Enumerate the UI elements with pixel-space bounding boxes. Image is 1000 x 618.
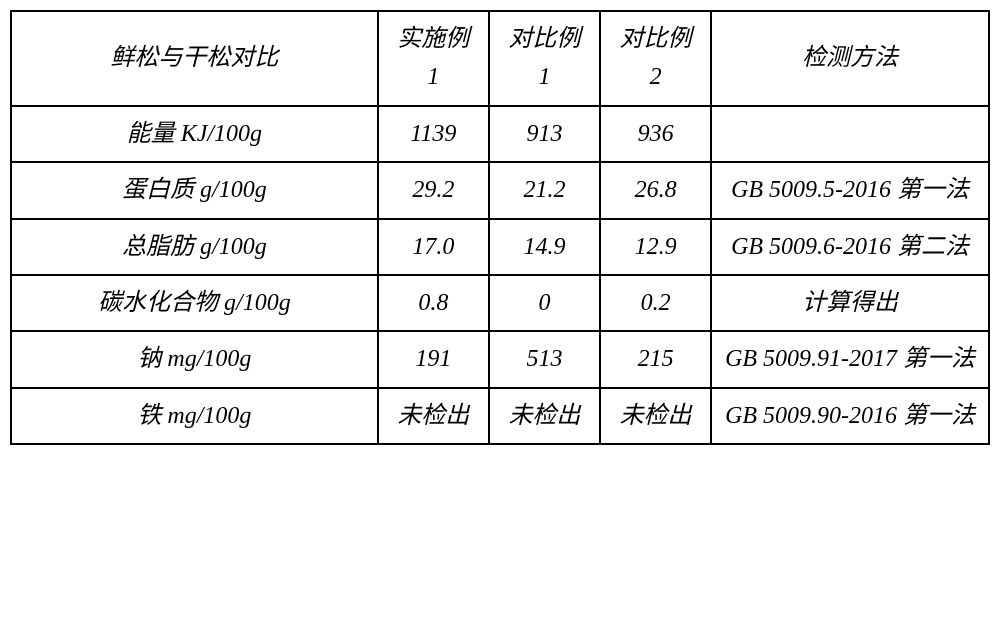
row-value: 17.0 xyxy=(378,219,489,275)
row-value: 936 xyxy=(600,106,711,162)
row-value: 29.2 xyxy=(378,162,489,218)
header-method: 检测方法 xyxy=(711,11,989,106)
row-method xyxy=(711,106,989,162)
row-label: 钠 mg/100g xyxy=(11,331,378,387)
comparison-table: 鲜松与干松对比 实施例1 对比例1 对比例2 检测方法 能量 KJ/100g 1… xyxy=(10,10,990,445)
row-label: 蛋白质 g/100g xyxy=(11,162,378,218)
row-label: 能量 KJ/100g xyxy=(11,106,378,162)
row-value: 未检出 xyxy=(600,388,711,444)
row-method: GB 5009.91-2017 第一法 xyxy=(711,331,989,387)
table-row: 钠 mg/100g 191 513 215 GB 5009.91-2017 第一… xyxy=(11,331,989,387)
row-value: 14.9 xyxy=(489,219,600,275)
row-value: 21.2 xyxy=(489,162,600,218)
row-value: 26.8 xyxy=(600,162,711,218)
header-label: 鲜松与干松对比 xyxy=(11,11,378,106)
row-value: 未检出 xyxy=(378,388,489,444)
row-value: 215 xyxy=(600,331,711,387)
row-method: 计算得出 xyxy=(711,275,989,331)
row-label: 碳水化合物 g/100g xyxy=(11,275,378,331)
row-value: 12.9 xyxy=(600,219,711,275)
row-value: 513 xyxy=(489,331,600,387)
header-example1: 实施例1 xyxy=(378,11,489,106)
header-compare2: 对比例2 xyxy=(600,11,711,106)
row-label: 铁 mg/100g xyxy=(11,388,378,444)
row-value: 未检出 xyxy=(489,388,600,444)
table-row: 蛋白质 g/100g 29.2 21.2 26.8 GB 5009.5-2016… xyxy=(11,162,989,218)
table-body: 鲜松与干松对比 实施例1 对比例1 对比例2 检测方法 能量 KJ/100g 1… xyxy=(11,11,989,444)
row-method: GB 5009.90-2016 第一法 xyxy=(711,388,989,444)
row-value: 0.8 xyxy=(378,275,489,331)
table-row: 能量 KJ/100g 1139 913 936 xyxy=(11,106,989,162)
table-row: 铁 mg/100g 未检出 未检出 未检出 GB 5009.90-2016 第一… xyxy=(11,388,989,444)
row-value: 191 xyxy=(378,331,489,387)
row-value: 0.2 xyxy=(600,275,711,331)
table-row: 碳水化合物 g/100g 0.8 0 0.2 计算得出 xyxy=(11,275,989,331)
row-method: GB 5009.5-2016 第一法 xyxy=(711,162,989,218)
table-header-row: 鲜松与干松对比 实施例1 对比例1 对比例2 检测方法 xyxy=(11,11,989,106)
header-compare1: 对比例1 xyxy=(489,11,600,106)
table-row: 总脂肪 g/100g 17.0 14.9 12.9 GB 5009.6-2016… xyxy=(11,219,989,275)
row-value: 0 xyxy=(489,275,600,331)
row-method: GB 5009.6-2016 第二法 xyxy=(711,219,989,275)
row-value: 913 xyxy=(489,106,600,162)
row-label: 总脂肪 g/100g xyxy=(11,219,378,275)
row-value: 1139 xyxy=(378,106,489,162)
